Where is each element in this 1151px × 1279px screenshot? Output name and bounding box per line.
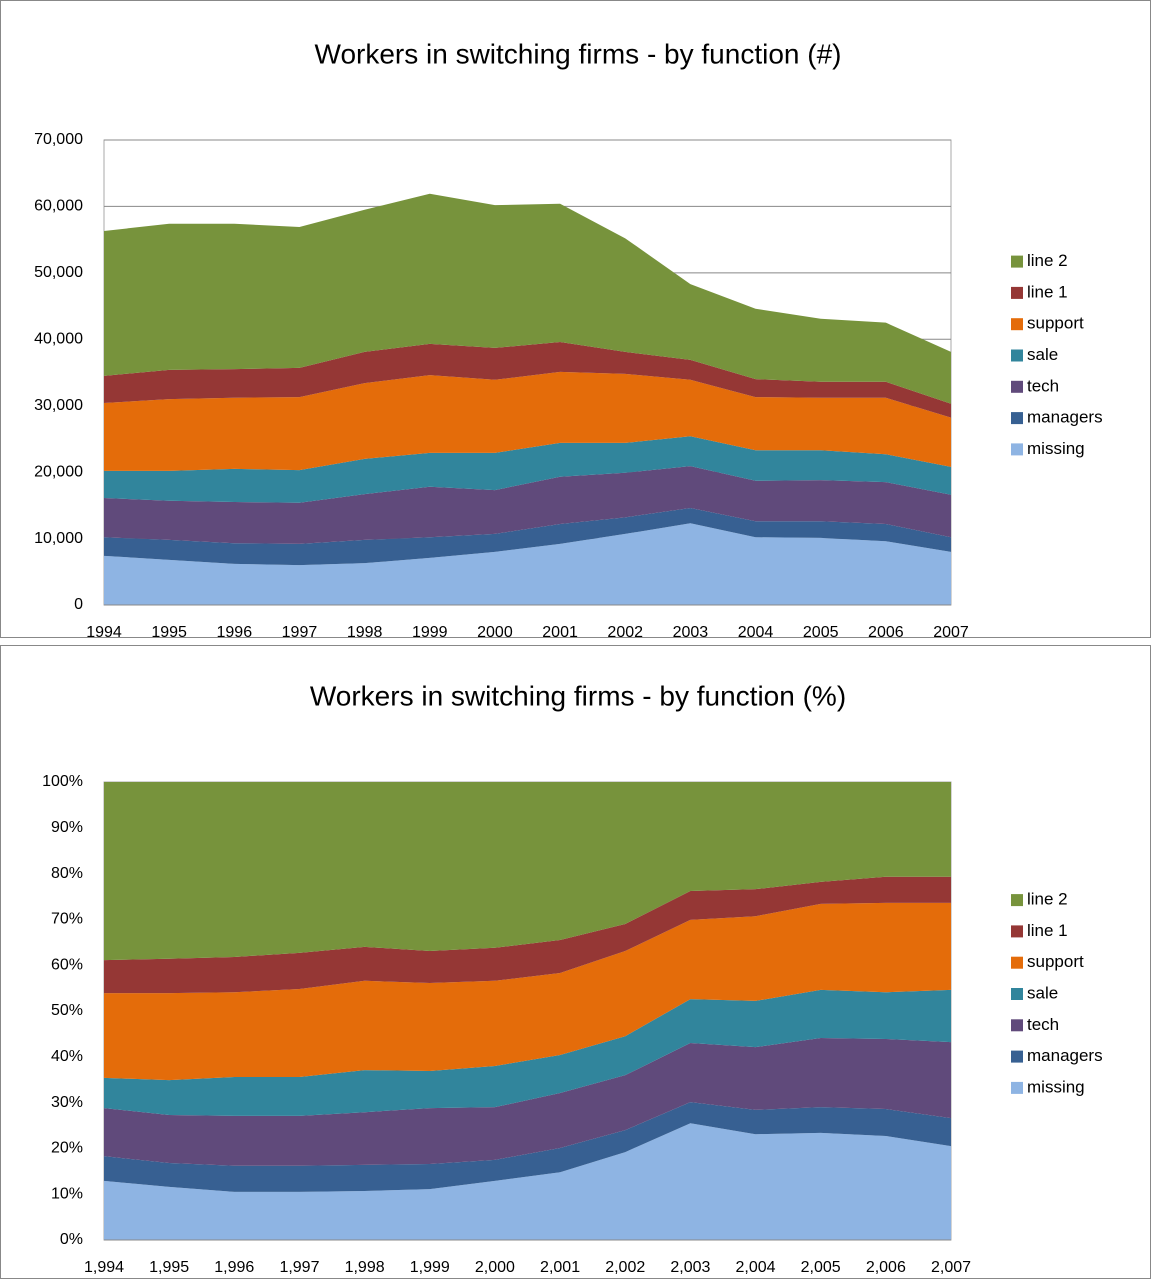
x-tick-label: 2000 [477, 624, 513, 641]
area [104, 436, 951, 503]
legend-swatch [1011, 286, 1023, 299]
x-tick-label: 1994 [86, 624, 122, 641]
legend-label: sale [1027, 345, 1058, 364]
y-tick-label: 20,000 [34, 463, 83, 480]
legend-swatch [1011, 443, 1023, 456]
legend-swatch [1011, 255, 1023, 268]
y-tick-label: 40% [51, 1048, 83, 1065]
x-tick-label: 2005 [803, 624, 839, 641]
x-tick-label: 2007 [933, 624, 969, 641]
legend-label: support [1027, 952, 1084, 971]
legend-swatch [1011, 988, 1023, 1000]
x-tick-label: 2001 [542, 624, 578, 641]
legend-swatch [1011, 380, 1023, 393]
area [104, 1102, 951, 1192]
area [104, 1123, 951, 1240]
x-tick-label: 1,997 [279, 1259, 319, 1276]
x-tick-label: 2,002 [605, 1259, 645, 1276]
legend-label: managers [1027, 1046, 1103, 1065]
legend-label: line 2 [1027, 251, 1068, 270]
x-tick-label: 2,004 [736, 1259, 776, 1276]
y-tick-label: 60,000 [34, 198, 83, 215]
area [104, 193, 951, 404]
legend-swatch [1011, 956, 1023, 969]
y-tick-label: 50,000 [34, 264, 83, 281]
area [104, 1038, 951, 1166]
x-tick-label: 2,000 [475, 1259, 515, 1276]
legend-label: missing [1027, 1077, 1085, 1096]
chart-title: Workers in switching firms - by function… [310, 680, 846, 711]
legend-swatch [1011, 925, 1023, 938]
area [104, 989, 951, 1116]
y-tick-label: 80% [51, 865, 83, 882]
legend-label: missing [1027, 439, 1085, 458]
legend-label: support [1027, 314, 1084, 333]
x-tick-label: 1,999 [410, 1259, 450, 1276]
y-tick-label: 10% [51, 1185, 83, 1202]
legend-swatch [1011, 1050, 1023, 1063]
y-tick-label: 70% [51, 911, 83, 928]
y-tick-label: 90% [51, 819, 83, 836]
area [104, 523, 951, 605]
y-tick-label: 60% [51, 956, 83, 973]
legend-label: line 1 [1027, 282, 1068, 301]
legend-swatch [1011, 318, 1023, 331]
y-tick-label: 30% [51, 1094, 83, 1111]
x-tick-label: 2,003 [670, 1259, 710, 1276]
area [104, 876, 951, 994]
legend-label: tech [1027, 1015, 1059, 1034]
x-tick-label: 1999 [412, 624, 448, 641]
x-tick-label: 1996 [217, 624, 253, 641]
area [104, 341, 951, 418]
chart-title: Workers in switching firms - by function… [315, 38, 842, 69]
y-tick-label: 70,000 [34, 131, 83, 148]
legend-swatch [1011, 412, 1023, 425]
y-tick-label: 30,000 [34, 397, 83, 414]
x-tick-label: 1997 [282, 624, 318, 641]
y-tick-label: 50% [51, 1002, 83, 1019]
legend-label: managers [1027, 408, 1103, 427]
y-tick-label: 40,000 [34, 331, 83, 348]
x-tick-label: 1,998 [345, 1259, 385, 1276]
legend-label: sale [1027, 983, 1058, 1002]
x-tick-label: 2002 [607, 624, 643, 641]
x-tick-label: 1,994 [84, 1259, 124, 1276]
area [104, 782, 951, 961]
y-tick-label: 20% [51, 1140, 83, 1157]
legend-swatch [1011, 894, 1023, 907]
x-tick-label: 1,996 [214, 1259, 254, 1276]
x-tick-label: 2,001 [540, 1259, 580, 1276]
area [104, 371, 951, 471]
legend-label: line 1 [1027, 921, 1068, 940]
legend-swatch [1011, 1019, 1023, 1032]
x-tick-label: 2,006 [866, 1259, 906, 1276]
x-tick-label: 1995 [151, 624, 187, 641]
area [104, 508, 951, 566]
legend-label: tech [1027, 376, 1059, 395]
x-tick-label: 2004 [738, 624, 774, 641]
area [104, 466, 951, 544]
y-tick-label: 100% [42, 773, 83, 790]
x-tick-label: 2,005 [801, 1259, 841, 1276]
x-tick-label: 2,007 [931, 1259, 971, 1276]
x-tick-label: 2006 [868, 624, 904, 641]
legend-label: line 2 [1027, 890, 1068, 909]
legend-swatch [1011, 1081, 1023, 1094]
x-tick-label: 1998 [347, 624, 383, 641]
y-tick-label: 10,000 [34, 530, 83, 547]
x-tick-label: 2003 [673, 624, 709, 641]
x-tick-label: 1,995 [149, 1259, 189, 1276]
legend-swatch [1011, 349, 1023, 362]
area [104, 902, 951, 1081]
y-tick-label: 0 [74, 596, 83, 613]
y-tick-label: 0% [60, 1231, 83, 1248]
